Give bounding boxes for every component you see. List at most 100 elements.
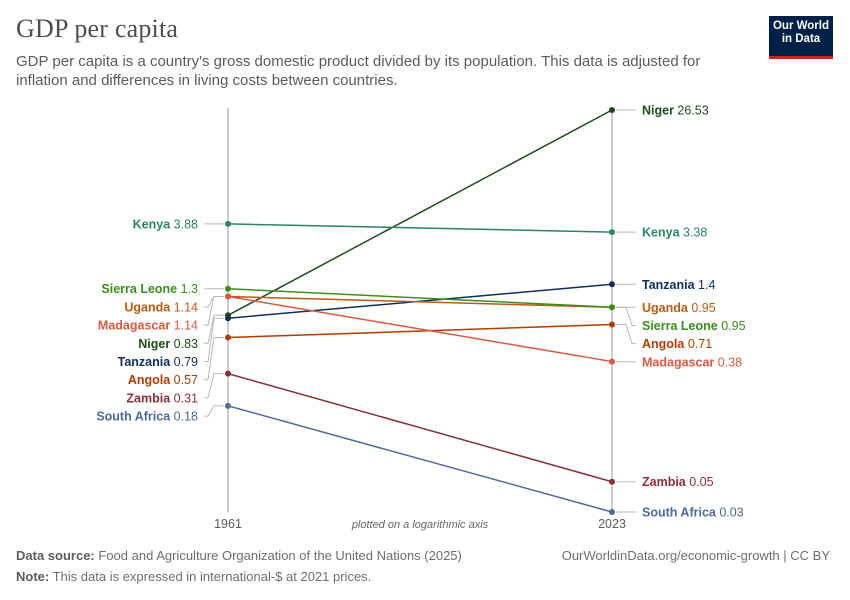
series-line-madagascar[interactable] [227,295,613,363]
series-line-angola[interactable] [227,323,613,339]
series-label-end-madagascar[interactable]: Madagascar 0.38 [642,355,742,369]
note-label: Note: [16,569,50,584]
series-value: 0.31 [170,391,198,405]
series-line-sierra-leone[interactable] [227,287,613,309]
point-end-sierra-leone[interactable] [609,304,615,311]
series-name: Kenya [133,217,172,231]
series-value: 0.18 [170,410,198,424]
series-value: 1.3 [177,282,198,296]
series-label-end-niger[interactable]: Niger 26.53 [642,104,709,118]
series-name: South Africa [642,506,717,520]
series-label-start-south-africa[interactable]: South Africa 0.18 [96,410,198,424]
point-end-kenya[interactable] [609,229,615,236]
logo-line-2: in Data [781,33,821,45]
series-value: 0.95 [688,301,716,315]
series-label-start-sierra-leone[interactable]: Sierra Leone 1.3 [101,282,198,296]
point-end-tanzania[interactable] [609,281,615,288]
label-connector-start-angola [204,337,224,381]
series-label-end-tanzania[interactable]: Tanzania 1.4 [642,278,715,292]
series-label-end-uganda[interactable]: Uganda 0.95 [642,301,716,315]
label-connector-end-angola [616,324,636,345]
series-name: South Africa [96,410,171,424]
series-lines [225,107,615,515]
series-name: Madagascar [642,355,714,369]
series-value: 0.57 [170,373,198,387]
series-name: Niger [138,337,170,351]
series-label-end-sierra-leone[interactable]: Sierra Leone 0.95 [642,319,746,333]
point-end-zambia[interactable] [609,478,615,485]
note-line: Note: This data is expressed in internat… [16,569,371,584]
series-label-end-zambia[interactable]: Zambia 0.05 [642,475,714,489]
owid-logo[interactable]: Our World in Data [769,16,833,59]
series-name: Uganda [642,301,689,315]
series-label-start-madagascar[interactable]: Madagascar 1.14 [98,319,198,333]
logo-line-1: Our World [772,20,829,32]
point-end-south-africa[interactable] [609,509,615,515]
series-label-start-uganda[interactable]: Uganda 1.14 [124,300,198,314]
series-value: 0.83 [170,337,198,351]
chart-title: GDP per capita [16,14,179,43]
series-name: Madagascar [98,319,170,333]
label-connector-start-madagascar [204,295,224,326]
series-value: 3.88 [170,217,198,231]
source-label: Data source: [16,548,95,563]
x-tick-label-end: 2023 [598,517,626,531]
point-end-madagascar[interactable] [609,358,615,365]
point-start-kenya[interactable] [225,220,231,227]
point-start-zambia[interactable] [225,370,231,377]
series-name: Niger [642,104,674,118]
series-label-start-tanzania[interactable]: Tanzania 0.79 [118,355,198,369]
series-value: 0.38 [714,355,742,369]
point-start-sierra-leone[interactable] [225,285,231,292]
series-value: 1.14 [170,300,198,314]
note-text: This data is expressed in international-… [52,569,372,584]
series-line-south-africa[interactable] [227,405,613,513]
series-name: Sierra Leone [101,282,177,296]
series-label-start-kenya[interactable]: Kenya 3.88 [133,217,198,231]
point-start-madagascar[interactable] [225,293,231,300]
series-label-end-angola[interactable]: Angola 0.71 [642,337,712,351]
series-label-end-south-africa[interactable]: South Africa 0.03 [642,506,744,520]
series-value: 3.38 [680,226,708,240]
point-start-south-africa[interactable] [225,402,231,409]
series-value: 0.95 [718,319,746,333]
source-url[interactable]: OurWorldinData.org/economic-growth | CC … [561,548,830,563]
chart-subtitle: GDP per capita is a country's gross dome… [16,53,701,89]
series-value: 1.14 [170,319,198,333]
label-connector-start-south-africa [204,405,224,417]
point-end-niger[interactable] [609,107,615,113]
series-name: Angola [128,373,171,387]
point-end-angola[interactable] [609,321,615,328]
series-name: Uganda [124,300,171,314]
x-tick-label-start: 1961 [214,517,242,531]
series-value: 0.71 [684,337,712,351]
label-connector-start-zambia [204,373,224,399]
point-start-tanzania[interactable] [225,315,231,322]
series-name: Zambia [642,475,687,489]
series-name: Angola [642,337,685,351]
label-connector-start-tanzania [204,317,224,362]
series-name: Zambia [126,391,171,405]
label-connector-start-niger [204,314,224,344]
series-label-start-angola[interactable]: Angola 0.57 [128,373,198,387]
series-value: 26.53 [674,104,709,118]
series-label-start-zambia[interactable]: Zambia 0.31 [126,391,198,405]
series-value: 1.4 [695,278,716,292]
series-line-uganda[interactable] [227,295,613,309]
series-value: 0.79 [170,355,198,369]
series-name: Sierra Leone [642,319,718,333]
series-line-zambia[interactable] [227,372,613,483]
series-label-start-niger[interactable]: Niger 0.83 [138,337,198,351]
series-value: 0.03 [716,506,744,520]
series-line-niger[interactable] [227,109,613,316]
source-text: Food and Agriculture Organization of the… [98,548,462,563]
series-label-end-kenya[interactable]: Kenya 3.38 [642,226,707,240]
series-name: Kenya [642,226,681,240]
point-start-angola[interactable] [225,334,231,341]
log-axis-note: plotted on a logarithmic axis [351,519,489,531]
series-name: Tanzania [118,355,172,369]
series-line-kenya[interactable] [227,223,613,233]
label-connector-end-sierra-leone [616,306,636,326]
